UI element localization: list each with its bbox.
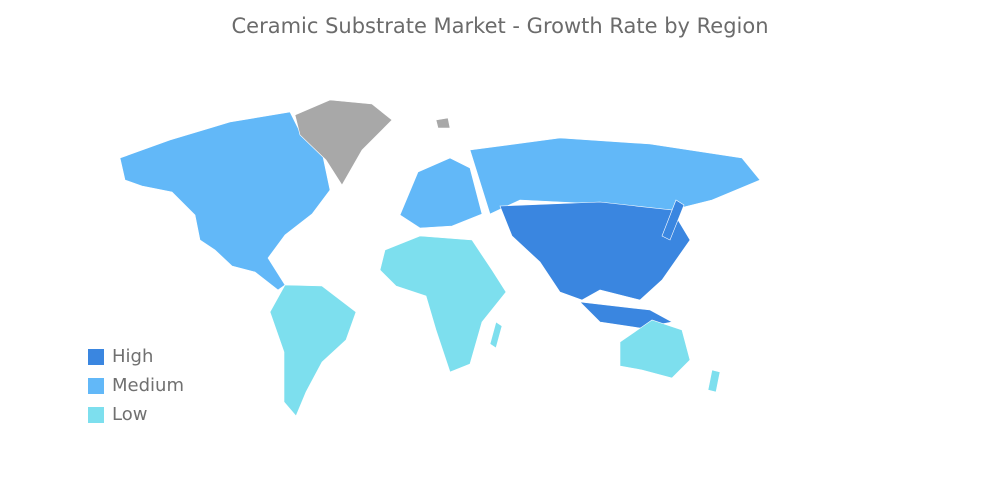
- region-australia-and-new-zealand: [619, 319, 691, 379]
- region-asia-pacific: [661, 199, 685, 241]
- region-greenland: [435, 117, 451, 129]
- legend-swatch-low: [88, 406, 104, 423]
- legend-label-high: High: [112, 346, 154, 367]
- legend-label-medium: Medium: [112, 375, 184, 396]
- legend-swatch-high: [88, 348, 104, 365]
- legend-swatch-medium: [88, 377, 104, 394]
- region-russia: [469, 137, 761, 215]
- region-middle-east-and-africa: [379, 235, 507, 373]
- region-europe: [399, 157, 483, 229]
- legend-item-high: High: [88, 342, 184, 371]
- legend-item-medium: Medium: [88, 371, 184, 400]
- legend-label-low: Low: [112, 404, 148, 425]
- legend-item-low: Low: [88, 400, 184, 429]
- chart-title: Ceramic Substrate Market - Growth Rate b…: [231, 14, 769, 38]
- region-australia-and-new-zealand: [707, 369, 721, 393]
- region-south-america: [269, 284, 357, 417]
- legend: High Medium Low: [88, 342, 184, 429]
- region-middle-east-and-africa: [489, 321, 503, 349]
- region-asia-pacific: [499, 201, 691, 301]
- region-greenland: [294, 99, 393, 186]
- region-north-america: [119, 111, 331, 291]
